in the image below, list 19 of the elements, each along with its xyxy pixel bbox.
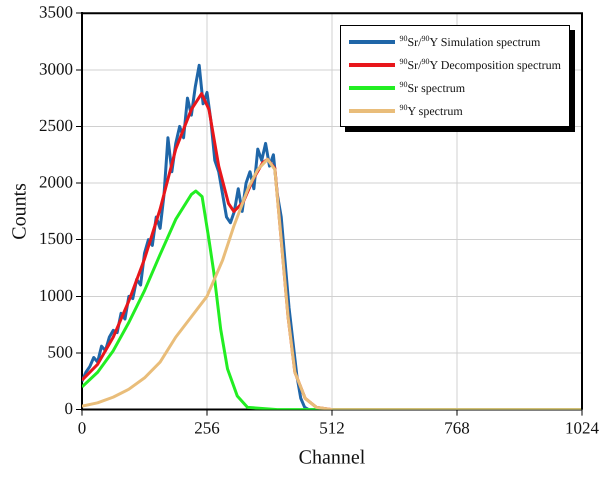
x-tick-label: 256 — [194, 418, 220, 438]
y-tick-label: 2000 — [39, 172, 73, 192]
y-tick-label: 500 — [48, 342, 73, 362]
y-tick-label: 0 — [64, 399, 73, 418]
y-tick-label: 3500 — [39, 2, 73, 22]
legend-label: $^{90}$Sr/$^{90}$Y Simulation spectrum — [399, 34, 540, 50]
y-tick-label: 1000 — [39, 286, 73, 305]
y-tick-label: 2500 — [39, 116, 73, 135]
x-axis-title: Channel — [298, 446, 366, 468]
legend-label: $^{90}$Sr spectrum — [399, 80, 466, 96]
y-tick-label: 1500 — [39, 229, 73, 248]
y-tick-label: 3000 — [39, 59, 73, 78]
x-tick-label: 1024 — [565, 418, 600, 438]
x-tick-label: 768 — [444, 418, 470, 438]
legend-label: $^{90}$Y spectrum — [399, 102, 463, 119]
x-tick-label: 512 — [319, 418, 345, 438]
y-axis-title: Counts — [8, 182, 30, 240]
x-tick-label: 0 — [78, 418, 86, 438]
legend-label: $^{90}$Sr/$^{90}$Y Decomposition spectrum — [399, 56, 561, 73]
